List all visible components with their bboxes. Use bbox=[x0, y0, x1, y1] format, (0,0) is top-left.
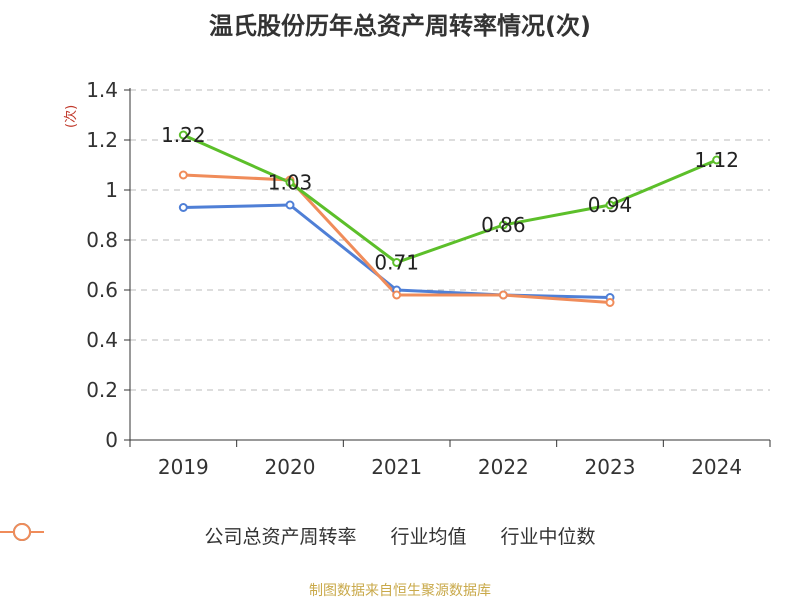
x-tick-label: 2023 bbox=[585, 455, 636, 479]
data-point-industry-avg[interactable] bbox=[285, 200, 295, 210]
legend: 公司总资产周转率 行业均值 行业中位数 bbox=[0, 522, 800, 549]
data-source-note: 制图数据来自恒生聚源数据库 bbox=[309, 583, 491, 599]
data-label-company: 0.71 bbox=[374, 251, 419, 275]
x-tick-label: 2022 bbox=[478, 455, 529, 479]
series-line-company bbox=[182, 133, 718, 264]
y-tick-label: 0.2 bbox=[86, 378, 118, 402]
data-point-company[interactable] bbox=[498, 220, 508, 230]
data-label-company: 1.22 bbox=[161, 123, 206, 147]
x-tick-label: 2024 bbox=[691, 455, 742, 479]
data-point-industry-avg[interactable] bbox=[178, 203, 188, 212]
x-tick-label: 2021 bbox=[371, 455, 422, 479]
y-tick-label: 0.8 bbox=[86, 228, 118, 252]
y-tick-label: 0 bbox=[105, 428, 118, 452]
data-point-industry-median[interactable] bbox=[178, 170, 188, 180]
legend-label-industry-avg: 行业均值 bbox=[390, 526, 467, 548]
chart-title: 温氏股份历年总资产周转率情况(次) bbox=[209, 12, 591, 40]
legend-label-industry-median: 行业中位数 bbox=[500, 526, 596, 548]
data-point-industry-median[interactable] bbox=[498, 290, 508, 300]
data-point-company[interactable] bbox=[285, 178, 295, 187]
legend-item-industry-avg[interactable]: 行业均值 bbox=[0, 522, 467, 549]
data-label-company: 1.12 bbox=[694, 148, 739, 172]
y-tick-label: 1.4 bbox=[86, 78, 118, 102]
data-label-company: 1.03 bbox=[268, 171, 313, 195]
data-point-company[interactable] bbox=[392, 258, 402, 267]
series-line-industry-median bbox=[183, 173, 611, 304]
data-point-company[interactable] bbox=[605, 200, 615, 210]
data-point-company[interactable] bbox=[712, 155, 722, 165]
data-label-company: 0.86 bbox=[481, 213, 526, 237]
y-tick-label: 0.6 bbox=[86, 278, 118, 302]
y-tick-label: 1.2 bbox=[86, 128, 118, 152]
data-label-company: 0.94 bbox=[588, 193, 633, 217]
data-point-company[interactable] bbox=[178, 130, 188, 140]
x-tick-label: 2019 bbox=[158, 455, 209, 479]
legend-swatch-industry-median bbox=[0, 523, 44, 541]
legend-label-company: 公司总资产周转率 bbox=[204, 526, 357, 548]
data-point-industry-median[interactable] bbox=[605, 298, 615, 307]
y-tick-label: 1 bbox=[105, 178, 118, 202]
data-point-industry-median[interactable] bbox=[392, 290, 402, 300]
x-tick-label: 2020 bbox=[265, 455, 316, 479]
legend-item-industry-median[interactable]: 行业中位数 bbox=[0, 522, 596, 549]
y-tick-label: 0.4 bbox=[86, 328, 118, 352]
legend-item-company[interactable]: 公司总资产周转率 bbox=[0, 522, 357, 549]
